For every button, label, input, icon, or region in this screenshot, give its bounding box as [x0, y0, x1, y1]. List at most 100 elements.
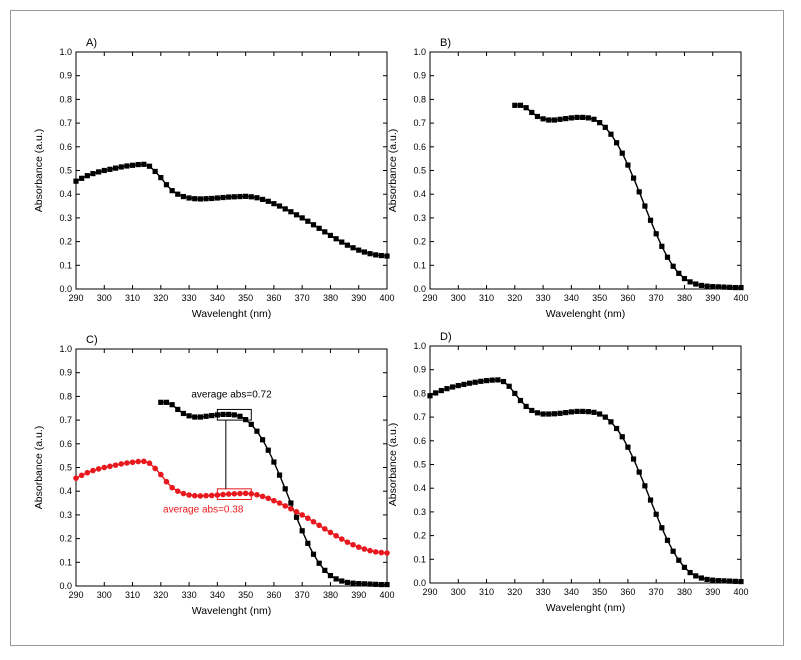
data-point [220, 491, 226, 498]
data-point [333, 532, 339, 539]
data-point [557, 410, 563, 416]
data-point [350, 541, 356, 548]
data-point [310, 222, 317, 228]
data-point [73, 475, 79, 481]
x-tick-label: 360 [620, 293, 635, 303]
data-point [124, 460, 130, 466]
data-point [163, 399, 170, 405]
data-point [574, 114, 580, 121]
y-tick-label: 1.0 [59, 344, 72, 354]
data-point [563, 115, 569, 122]
y-tick-label: 0.5 [59, 463, 72, 473]
data-point [512, 102, 518, 108]
data-point [254, 491, 260, 498]
data-point [356, 247, 362, 253]
data-point [483, 378, 490, 384]
data-point [243, 193, 249, 199]
y-tick-label: 0.9 [413, 71, 426, 81]
x-tick-label: 300 [451, 587, 466, 597]
data-point [299, 215, 305, 221]
data-point [614, 140, 620, 146]
data-point [659, 525, 665, 531]
data-point [271, 459, 277, 465]
data-point [597, 120, 603, 126]
x-tick-label: 320 [153, 590, 168, 600]
x-tick-label: 370 [295, 590, 310, 600]
data-point [478, 378, 484, 384]
data-point [727, 284, 733, 290]
data-point [551, 117, 557, 123]
y-tick-label: 1.0 [413, 47, 426, 57]
data-point [568, 115, 574, 121]
x-tick-label: 300 [451, 293, 466, 303]
x-tick-label: 360 [266, 293, 281, 303]
y-tick-label: 0.5 [59, 166, 72, 176]
data-point [591, 409, 597, 415]
data-point [169, 188, 175, 194]
data-point [574, 408, 580, 415]
data-point [710, 284, 716, 290]
data-point [540, 411, 546, 417]
data-point [282, 206, 288, 212]
data-point [608, 419, 614, 425]
data-point [732, 578, 738, 584]
x-tick-label: 330 [536, 293, 551, 303]
data-point [715, 578, 721, 584]
data-point [636, 469, 642, 475]
data-point [602, 124, 608, 130]
data-point [186, 195, 192, 201]
data-point [191, 492, 198, 499]
data-point [455, 382, 461, 389]
data-point [361, 546, 368, 552]
data-point [288, 209, 294, 215]
x-tick-label: 310 [125, 293, 140, 303]
average-box-black [216, 408, 252, 421]
y-tick-label: 0.4 [413, 483, 426, 493]
data-point [192, 196, 198, 202]
data-point [495, 377, 501, 383]
data-point [378, 252, 384, 259]
data-point [84, 469, 91, 476]
y-tick-label: 0.9 [413, 365, 426, 375]
data-point [523, 105, 529, 111]
data-point [721, 284, 727, 290]
data-point [180, 490, 187, 497]
data-point [732, 284, 738, 291]
data-point [209, 195, 215, 202]
y-tick-label: 0.7 [413, 118, 426, 128]
plot-area [75, 51, 388, 290]
data-point [636, 189, 642, 195]
data-point [546, 117, 552, 123]
data-point [344, 242, 351, 248]
data-point [642, 203, 648, 209]
data-point [710, 577, 716, 583]
data-point [356, 581, 362, 587]
data-point [203, 413, 209, 419]
data-point [704, 283, 710, 289]
data-point [158, 399, 164, 405]
data-point [693, 281, 699, 287]
data-point [107, 166, 113, 172]
y-axis-title: Absorbance (a.u.) [387, 423, 399, 506]
data-point [152, 168, 158, 175]
data-point [305, 218, 311, 224]
y-tick-label: 0.3 [413, 213, 426, 223]
x-tick-label: 400 [379, 293, 394, 303]
chart-panel-1: 0.0 0.1 0.2 0.3 0.4 0.5 0.6 0.7 0.8 0.9 1.0 290 300 3… [33, 37, 395, 320]
data-point [466, 380, 473, 386]
data-point [350, 580, 356, 586]
data-point [175, 406, 181, 413]
y-tick-label: 0.4 [59, 189, 72, 199]
y-axis-title: Absorbance (a.u.) [33, 426, 45, 509]
y-tick-label: 0.7 [413, 412, 426, 422]
y-axis-title: Absorbance (a.u.) [387, 129, 399, 212]
data-point [461, 381, 467, 387]
data-point [427, 393, 433, 399]
data-point [180, 410, 187, 417]
average-box-red [216, 488, 252, 500]
x-tick-label: 360 [266, 590, 281, 600]
y-tick-label: 0.8 [413, 388, 426, 398]
data-point [310, 518, 317, 525]
x-tick-label: 380 [323, 590, 338, 600]
y-tick-label: 0.6 [413, 142, 426, 152]
